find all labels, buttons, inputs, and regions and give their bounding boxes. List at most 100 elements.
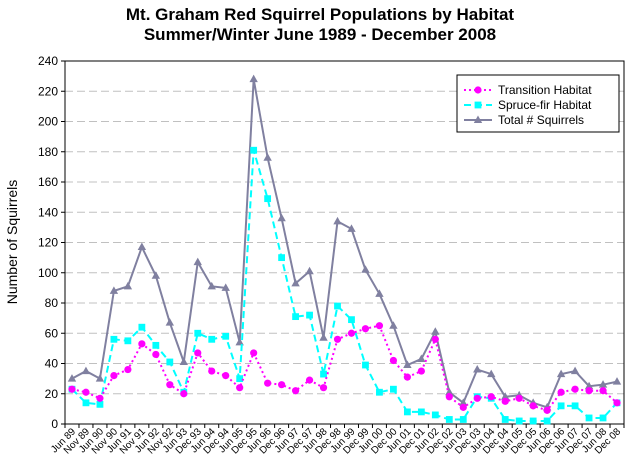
data-point (613, 399, 621, 407)
y-tick-label: 100 (38, 266, 58, 280)
data-point (598, 380, 608, 388)
y-tick-label: 220 (38, 84, 58, 98)
legend-label: Transition Habitat (498, 83, 592, 97)
data-point (445, 387, 454, 396)
data-point (109, 286, 119, 294)
series-line (71, 78, 618, 409)
data-point (403, 408, 411, 416)
data-point (236, 384, 244, 392)
data-point (501, 416, 509, 423)
y-tick-label: 120 (38, 236, 58, 250)
data-point (137, 242, 147, 251)
data-point (376, 388, 383, 396)
data-point (110, 372, 118, 380)
data-point (222, 332, 230, 340)
data-point (459, 398, 468, 406)
data-point (389, 321, 398, 329)
series-0 (68, 322, 621, 414)
y-tick-label: 180 (38, 145, 58, 159)
y-tick-label: 40 (45, 357, 59, 371)
legend-label: Total # Squirrels (498, 113, 584, 127)
data-point (390, 385, 397, 393)
data-point (208, 367, 216, 375)
legend-marker (473, 115, 483, 123)
data-point (459, 416, 467, 423)
data-point (431, 327, 440, 335)
data-point (110, 335, 118, 343)
data-point (305, 376, 314, 384)
y-tick-label: 200 (38, 115, 58, 129)
data-point (264, 379, 272, 387)
data-point (291, 387, 300, 395)
data-point (501, 392, 510, 400)
data-point (333, 335, 342, 343)
y-tick-label: 160 (38, 175, 58, 189)
data-point (543, 406, 551, 414)
legend-box (456, 74, 620, 133)
series-1 (68, 146, 621, 425)
y-tick-label: 20 (45, 387, 59, 401)
data-point (543, 417, 551, 425)
y-tick-labels: 0 20 40 60 80 100 120 140 160 180 200 220 240 (38, 54, 58, 431)
data-point (347, 329, 356, 337)
series-2 (67, 74, 622, 411)
data-point (417, 354, 426, 362)
data-point (292, 313, 299, 321)
data-point (599, 414, 607, 422)
data-point (194, 349, 202, 357)
data-point (612, 377, 622, 385)
data-point (501, 397, 509, 405)
data-point (320, 370, 327, 378)
data-point (515, 417, 523, 425)
chart-title: Mt. Graham Red Squirrel Populations by H… (125, 5, 515, 24)
data-point (278, 381, 286, 389)
legend-marker (474, 86, 482, 94)
data-point (556, 369, 566, 378)
chart-subtitle: Summer/Winter June 1989 - December 2008 (143, 25, 497, 44)
y-tick-label: 140 (38, 205, 58, 219)
data-point (166, 381, 174, 389)
data-point (306, 311, 313, 319)
data-point (263, 153, 272, 161)
data-point (208, 335, 216, 343)
data-point (570, 366, 580, 375)
series-line (71, 324, 618, 412)
data-point (221, 283, 230, 291)
data-point (67, 374, 77, 382)
y-tick-label: 0 (51, 417, 58, 431)
data-point (333, 216, 342, 225)
data-point (375, 289, 384, 297)
data-point (193, 257, 202, 266)
data-point (348, 316, 355, 324)
data-point (96, 400, 104, 408)
series-line (71, 149, 618, 422)
data-point (571, 385, 579, 393)
data-point (152, 341, 160, 349)
data-point (124, 365, 132, 374)
data-point (389, 356, 398, 365)
data-point (250, 349, 258, 357)
data-point (124, 337, 132, 345)
axes (61, 60, 625, 428)
data-point (152, 350, 160, 359)
data-point (166, 358, 174, 366)
data-point (585, 387, 593, 395)
data-point (250, 146, 258, 154)
data-point (417, 408, 425, 416)
data-point (403, 360, 412, 369)
data-point (585, 414, 593, 422)
data-point (95, 374, 105, 382)
data-point (235, 337, 244, 346)
data-point (96, 394, 104, 402)
legend-label: Spruce-fir Habitat (498, 98, 592, 112)
data-point (403, 373, 411, 381)
y-axis-label: Number of Squirrels (4, 180, 20, 305)
data-point (557, 402, 565, 410)
data-point (207, 281, 216, 290)
data-point (515, 394, 523, 402)
data-point (305, 266, 314, 275)
data-point (375, 322, 384, 330)
data-point (334, 302, 341, 310)
